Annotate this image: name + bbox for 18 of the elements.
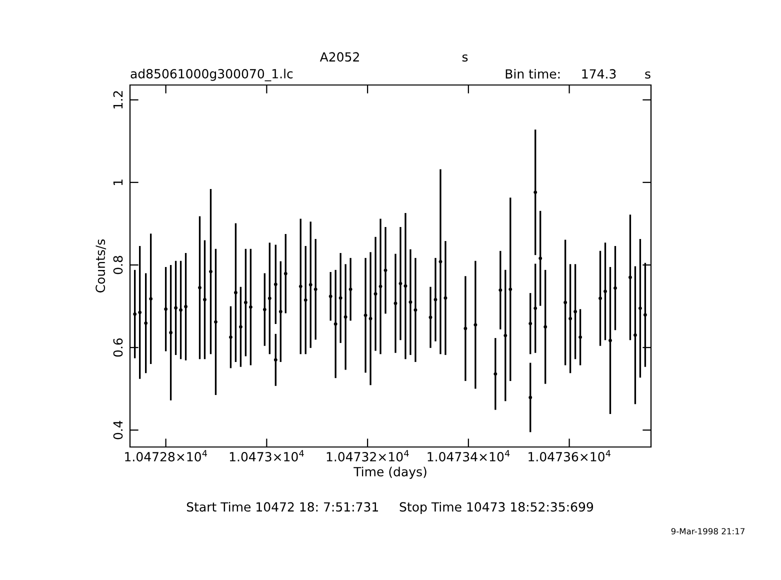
x-tick-label: 1.04728×10$^{4}$	[125, 450, 208, 462]
y-tick-label: 0.4	[113, 420, 123, 440]
x-axis-title: Time (days)	[354, 466, 426, 479]
chart-title: A2052	[320, 52, 359, 62]
x-tick-label: 1.04732×10$^{4}$	[326, 450, 409, 462]
y-tick-label: 1.2	[113, 91, 123, 108]
text: 9-Mar-1998 21:17	[671, 528, 744, 534]
y-tick-label: 1	[113, 180, 123, 186]
text: Start Time 10472 18: 7:51:731 Stop Time 10473 18:52:35:699	[186, 502, 594, 514]
y-axis-title: Counts/s	[96, 239, 106, 292]
text: ad85061000g300070_1.lc	[130, 68, 293, 82]
x-tick-label: 1.04734×10$^{4}$	[428, 450, 510, 462]
y-tick-label: 0.6	[113, 338, 123, 357]
x-tick-label: 1.04736×10$^{4}$	[528, 450, 610, 462]
text: Bin time: 174.3 s	[506, 68, 650, 79]
text: s	[462, 54, 468, 62]
x-tick-label: 1.0473×10$^{4}$	[230, 450, 304, 462]
y-tick-label: 0.8	[113, 256, 123, 274]
